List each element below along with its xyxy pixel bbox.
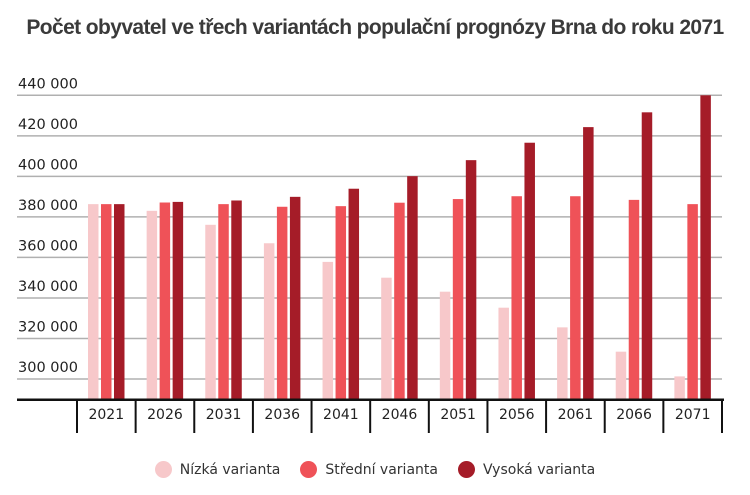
bar-vysoká-2066 xyxy=(641,112,653,400)
bar-střední-2071 xyxy=(687,204,698,400)
bar-střední-2041 xyxy=(335,206,347,400)
bar-nízká-2061 xyxy=(557,327,568,400)
chart-title: Počet obyvatel ve třech variantách popul… xyxy=(26,16,724,39)
legend-label: Střední varianta xyxy=(325,461,438,478)
bar-nízká-2026 xyxy=(146,210,158,400)
x-tick-label: 2031 xyxy=(206,407,242,423)
bar-nízká-2031 xyxy=(205,224,216,400)
y-tick-label: 340 000 xyxy=(18,279,78,295)
x-tick-label: 2071 xyxy=(675,407,711,423)
bar-nízká-2056 xyxy=(498,307,509,400)
bar-vysoká-2041 xyxy=(348,188,360,400)
bar-nízká-2036 xyxy=(263,243,275,400)
bar-vysoká-2031 xyxy=(231,200,242,400)
bar-nízká-2071 xyxy=(674,376,685,400)
x-tick-label: 2046 xyxy=(382,407,418,423)
x-tick-label: 2036 xyxy=(264,407,300,423)
x-tick-label: 2026 xyxy=(147,407,183,423)
bar-vysoká-2026 xyxy=(172,201,184,400)
x-tick-label: 2066 xyxy=(616,407,652,423)
bar-střední-2026 xyxy=(159,202,171,400)
bar-střední-2066 xyxy=(628,199,640,400)
x-tick-label: 2056 xyxy=(499,407,535,423)
legend-swatch xyxy=(457,461,475,478)
bar-střední-2031 xyxy=(218,204,229,400)
bar-střední-2036 xyxy=(276,206,288,400)
bar-střední-2051 xyxy=(452,199,464,400)
bar-střední-2021 xyxy=(101,204,112,400)
legend-swatch xyxy=(300,461,318,478)
bar-vysoká-2036 xyxy=(289,196,301,400)
bar-vysoká-2051 xyxy=(465,160,477,400)
bar-vysoká-2071 xyxy=(700,95,711,400)
bar-střední-2056 xyxy=(511,196,522,400)
y-tick-label: 300 000 xyxy=(18,360,78,376)
bar-nízká-2041 xyxy=(322,261,334,400)
bar-nízká-2021 xyxy=(88,204,99,400)
bar-nízká-2051 xyxy=(439,291,451,400)
legend-item: Nízká varianta xyxy=(154,461,281,478)
bar-vysoká-2046 xyxy=(407,176,418,400)
bar-nízká-2046 xyxy=(381,277,392,400)
x-tick-label: 2021 xyxy=(88,407,124,423)
bar-nízká-2066 xyxy=(615,351,627,400)
legend-label: Vysoká varianta xyxy=(482,461,596,478)
legend-item: Střední varianta xyxy=(300,461,438,478)
legend: Nízká varianta Střední varianta Vysoká var… xyxy=(0,461,750,478)
legend-swatch xyxy=(154,461,172,478)
x-tick-label: 2061 xyxy=(558,407,594,423)
bar-vysoká-2021 xyxy=(114,204,125,400)
y-tick-label: 320 000 xyxy=(18,320,78,336)
legend-label: Nízká varianta xyxy=(179,461,281,478)
bar-vysoká-2056 xyxy=(524,142,535,400)
x-tick-label: 2041 xyxy=(323,407,359,423)
legend-item: Vysoká varianta xyxy=(457,461,596,478)
y-tick-label: 420 000 xyxy=(18,117,78,133)
x-tick-label: 2051 xyxy=(440,407,476,423)
y-tick-label: 360 000 xyxy=(18,238,78,254)
y-tick-label: 380 000 xyxy=(18,198,78,214)
bar-střední-2046 xyxy=(394,202,405,400)
bar-střední-2061 xyxy=(570,196,581,400)
y-tick-label: 440 000 xyxy=(18,76,78,92)
y-tick-label: 400 000 xyxy=(18,157,78,173)
bar-vysoká-2061 xyxy=(583,127,594,400)
